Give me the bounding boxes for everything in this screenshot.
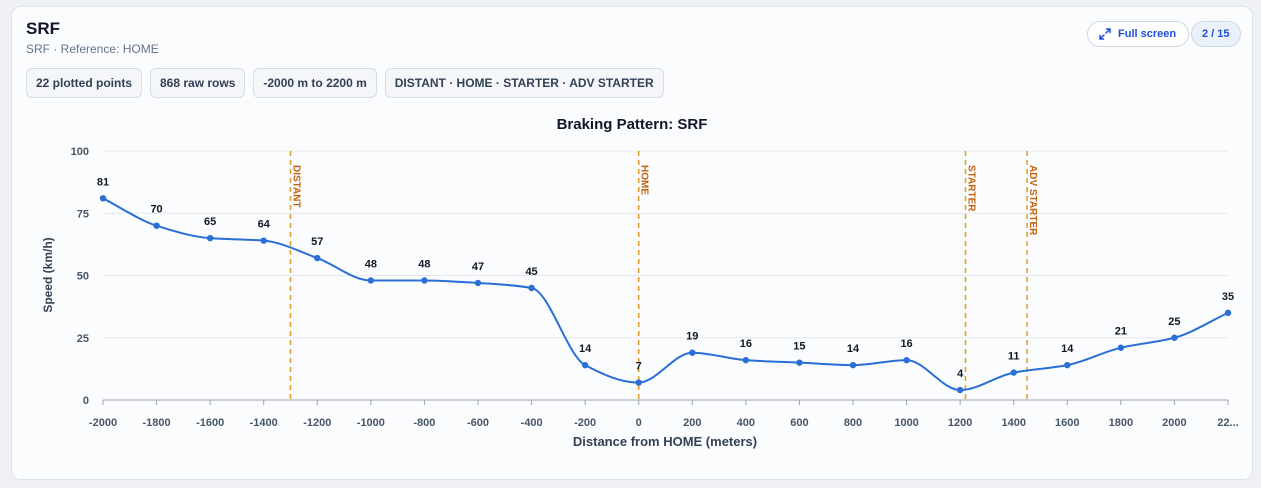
points-badge: 22 plotted points [26, 68, 142, 98]
data-point [1224, 309, 1232, 317]
x-tick-label: 200 [683, 417, 701, 429]
data-label: 14 [847, 343, 860, 355]
x-tick-label: -2000 [89, 417, 117, 429]
data-label: 48 [418, 258, 430, 270]
x-tick-label: -600 [467, 417, 489, 429]
x-tick-label: 1800 [1109, 417, 1133, 429]
x-tick-label: -1000 [357, 417, 385, 429]
data-point [1171, 334, 1178, 341]
data-point [742, 356, 750, 364]
data-point [635, 379, 642, 386]
x-tick-label: 1000 [894, 417, 918, 429]
data-point [260, 237, 267, 244]
data-label: 4 [957, 368, 964, 380]
data-point [903, 356, 910, 364]
y-tick-label: 75 [77, 208, 89, 220]
x-tick-label: 0 [636, 417, 642, 429]
data-label: 47 [472, 261, 484, 273]
chart-card: SRF SRF · Reference: HOME 22 plotted poi… [11, 6, 1253, 480]
data-point [367, 277, 375, 284]
x-tick-label: 400 [737, 417, 755, 429]
x-tick-label: 2000 [1162, 417, 1186, 429]
data-label: 11 [1008, 351, 1020, 363]
data-label: 81 [97, 176, 109, 188]
page-subtitle: SRF · Reference: HOME [26, 42, 159, 56]
x-axis-title: Distance from HOME (meters) [573, 434, 757, 449]
x-tick-label: 22... [1217, 417, 1238, 429]
data-label: 16 [900, 338, 912, 350]
signal-marker-label: DISTANT [291, 165, 302, 208]
data-label: 14 [579, 343, 592, 355]
y-tick-label: 50 [77, 271, 89, 283]
y-tick-label: 0 [83, 395, 89, 407]
fullscreen-label: Full screen [1118, 28, 1177, 40]
data-point [1010, 369, 1017, 376]
data-point [421, 277, 428, 284]
signal-marker-label: STARTER [966, 165, 977, 212]
data-label: 7 [636, 361, 642, 373]
data-label: 16 [740, 338, 752, 350]
data-labels: 81 70 65 64 57 48 48 47 45 14 7 19 16 15 14 16 4 11 14 21 25… [97, 176, 1234, 380]
data-points [99, 195, 1232, 394]
x-tick-label: -1800 [143, 417, 171, 429]
page-title: SRF [26, 19, 60, 38]
data-point [956, 386, 964, 394]
data-point [581, 361, 589, 369]
x-tick-label: -400 [521, 417, 543, 429]
data-point [849, 361, 857, 369]
y-tick-label: 25 [77, 333, 89, 345]
signals-badge: DISTANT · HOME · STARTER · ADV STARTER [384, 68, 664, 98]
signal-marker-label: ADV STARTER [1027, 165, 1038, 236]
data-label: 35 [1222, 291, 1234, 303]
y-tick-label: 100 [71, 146, 89, 158]
chart-title: Braking Pattern: SRF [557, 116, 708, 133]
data-point [796, 359, 803, 366]
data-label: 64 [258, 219, 271, 231]
x-tick-label: 1400 [1001, 417, 1025, 429]
x-tick-label: -800 [413, 417, 435, 429]
x-tick-label: -1400 [250, 417, 278, 429]
x-tick-label: -200 [574, 417, 596, 429]
x-tick-label: 600 [790, 417, 808, 429]
rows-badge: 868 raw rows [150, 68, 246, 98]
expand-icon [1099, 28, 1111, 40]
signal-markers: DISTANT HOME STARTER ADV STARTER [289, 151, 1038, 400]
x-tick-label: -1200 [303, 417, 331, 429]
y-axis-title: Speed (km/h) [41, 237, 55, 312]
range-badge: -2000 m to 2200 m [253, 68, 377, 98]
x-tick-label: 1600 [1055, 417, 1079, 429]
data-label: 57 [311, 236, 323, 248]
data-point [99, 195, 107, 202]
data-point [528, 284, 535, 292]
data-label: 14 [1061, 343, 1074, 355]
data-point [1117, 344, 1125, 351]
page-indicator[interactable]: 2 / 15 [1191, 21, 1241, 47]
grid-lines [103, 150, 1228, 401]
data-point [689, 349, 696, 356]
data-point [474, 279, 482, 287]
data-point [1064, 361, 1071, 369]
x-tick-label: 1200 [948, 417, 972, 429]
data-label: 25 [1168, 316, 1180, 328]
data-label: 70 [150, 204, 162, 216]
speed-series-line [102, 197, 1229, 392]
data-point [206, 234, 214, 242]
data-label: 19 [686, 331, 698, 343]
data-point [153, 222, 160, 229]
data-label: 21 [1115, 326, 1127, 338]
data-label: 15 [793, 341, 805, 353]
stats-badges: 22 plotted points 868 raw rows -2000 m t… [26, 68, 664, 98]
signal-marker-label: HOME [639, 165, 650, 195]
data-label: 48 [365, 258, 377, 270]
fullscreen-button[interactable]: Full screen [1087, 21, 1190, 47]
data-label: 65 [204, 216, 216, 228]
x-tick-label: -1600 [196, 417, 224, 429]
data-point [314, 254, 321, 262]
x-tick-label: 800 [844, 417, 862, 429]
data-label: 45 [525, 266, 537, 278]
